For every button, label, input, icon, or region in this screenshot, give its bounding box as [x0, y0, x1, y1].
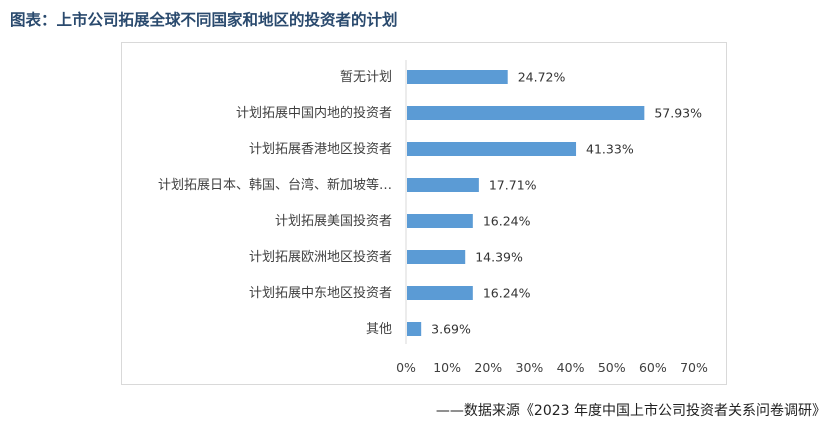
x-tick-label: 10%: [433, 360, 461, 375]
category-label: 计划拓展欧洲地区投资者: [249, 249, 392, 265]
bar: [407, 178, 479, 192]
data-label: 16.24%: [483, 214, 531, 229]
data-label: 24.72%: [518, 70, 566, 85]
chart-title: 图表：上市公司拓展全球不同国家和地区的投资者的计划: [10, 11, 398, 29]
x-tick-label: 60%: [639, 360, 667, 375]
category-label: 暂无计划: [340, 70, 392, 85]
category-label: 计划拓展中国内地的投资者: [236, 105, 392, 121]
x-tick-label: 30%: [516, 360, 544, 375]
data-label: 3.69%: [431, 322, 471, 337]
category-label: 计划拓展中东地区投资者: [249, 285, 392, 301]
data-label: 41.33%: [586, 142, 634, 157]
bar-chart: 暂无计划 24.72% 计划拓展中国内地的投资者 57.93% 计划拓展香港地区投资者 4…: [158, 60, 708, 375]
category-label: 计划拓展香港地区投资者: [249, 141, 392, 157]
x-tick-label: 40%: [557, 360, 585, 375]
category-label: 计划拓展日本、韩国、台湾、新加坡等…: [158, 177, 392, 193]
x-tick-label: 50%: [598, 360, 626, 375]
chart-frame: [121, 42, 727, 385]
x-tick-label: 70%: [680, 360, 708, 375]
category-label: 计划拓展美国投资者: [275, 213, 392, 229]
bar: [407, 286, 473, 300]
bar: [407, 70, 508, 84]
data-label: 16.24%: [483, 286, 531, 301]
x-tick-label: 20%: [474, 360, 502, 375]
data-label: 14.39%: [475, 250, 523, 265]
x-tick-label: 0%: [396, 360, 416, 375]
data-source-note: ——数据来源《2023 年度中国上市公司投资者关系问卷调研》: [435, 403, 826, 419]
data-label: 57.93%: [654, 106, 702, 121]
bar: [407, 250, 466, 264]
bar: [407, 106, 645, 120]
bar: [407, 142, 577, 156]
data-label: 17.71%: [489, 178, 537, 193]
bar: [407, 322, 422, 336]
bar: [407, 214, 473, 228]
category-label: 其他: [366, 322, 392, 337]
